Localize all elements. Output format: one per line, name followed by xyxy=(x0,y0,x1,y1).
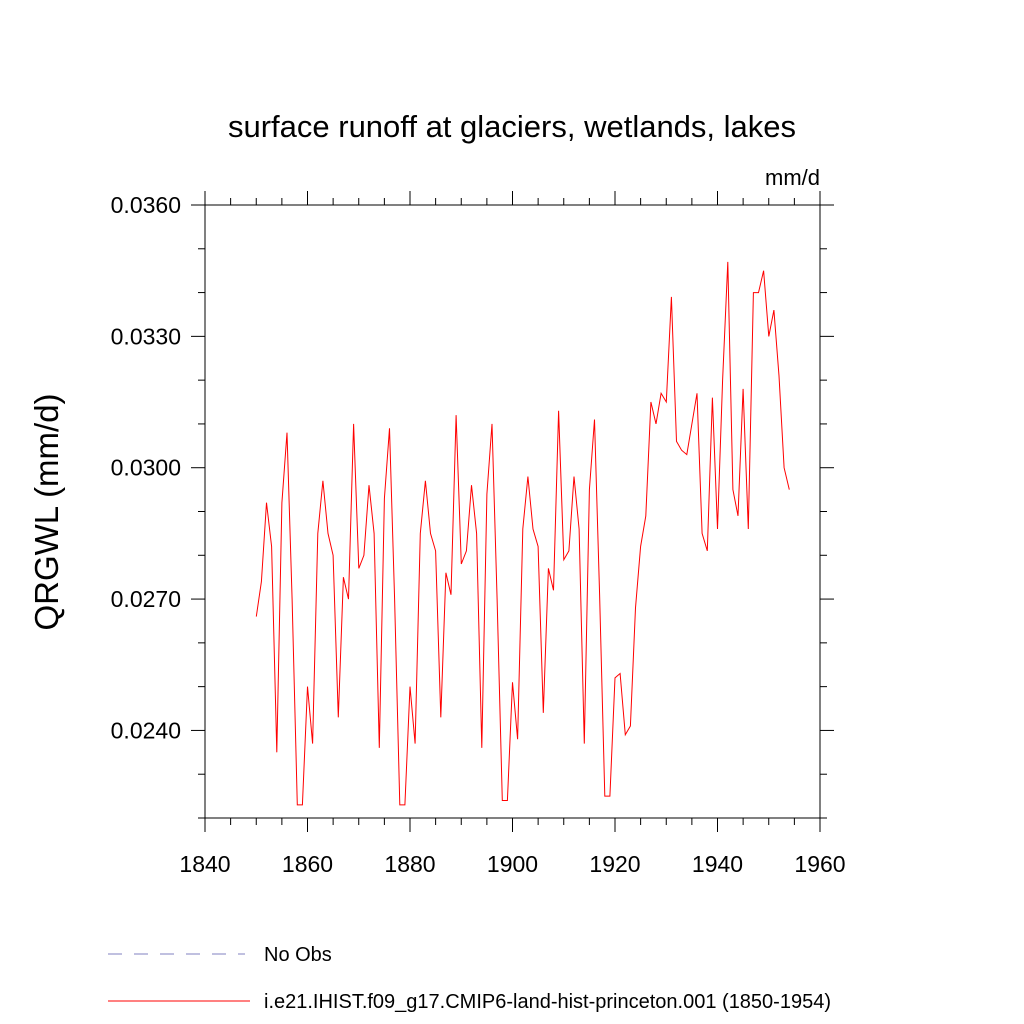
legend-label-no-obs: No Obs xyxy=(264,944,332,966)
y-tick-label: 0.0240 xyxy=(111,717,181,743)
x-tick-label: 1900 xyxy=(487,851,538,877)
y-axis-ticks: 0.0240 0.0270 0.0300 0.0330 0.0360 xyxy=(111,192,834,819)
x-tick-label: 1960 xyxy=(794,851,845,877)
y-axis-label: QRGWL (mm/d) xyxy=(28,393,65,630)
x-axis-ticks: 1840 1860 1880 1900 1920 1940 1960 xyxy=(179,191,846,877)
series-line xyxy=(255,261,790,806)
axes xyxy=(204,204,821,819)
y-tick-label: 0.0270 xyxy=(111,586,181,612)
x-tick-label: 1940 xyxy=(692,851,743,877)
x-tick-label: 1840 xyxy=(179,851,230,877)
plot-frame xyxy=(204,204,821,819)
legend-label-model-run: i.e21.IHIST.f09_g17.CMIP6-land-hist-prin… xyxy=(264,991,831,1013)
units-label: mm/d xyxy=(765,165,820,190)
y-tick-label: 0.0330 xyxy=(111,323,181,349)
chart-title: surface runoff at glaciers, wetlands, la… xyxy=(228,109,796,144)
y-tick-label: 0.0360 xyxy=(111,192,181,218)
x-tick-label: 1920 xyxy=(589,851,640,877)
x-tick-label: 1860 xyxy=(282,851,333,877)
y-tick-label: 0.0300 xyxy=(111,455,181,481)
x-tick-label: 1880 xyxy=(384,851,435,877)
series-layer xyxy=(255,261,790,806)
